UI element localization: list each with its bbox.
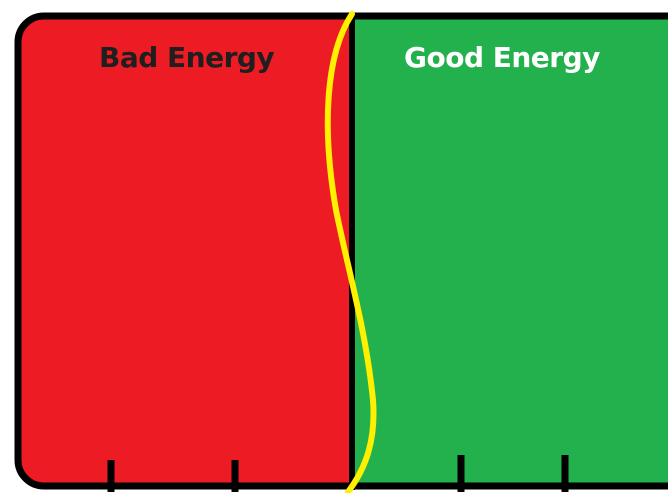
bad-energy-panel [18,16,352,486]
good-energy-panel [352,16,668,486]
bad-energy-label: Bad Energy [99,41,275,74]
good-energy-label: Good Energy [404,41,600,74]
wavy-divider-line [324,11,377,493]
diagram-outline [14,12,668,490]
